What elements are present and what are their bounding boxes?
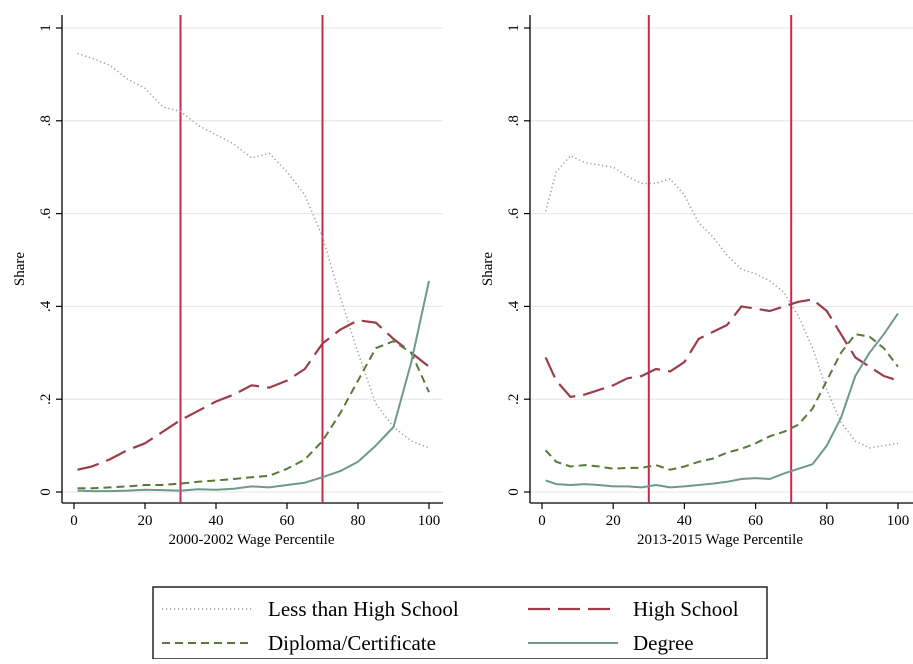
x-tick-label: 80	[351, 513, 366, 529]
right-panel: 0 .2 .4 .6 .8 1 0 20 40 60 80 100 2013-2015 Wage Per…	[480, 15, 913, 548]
y-tick-label: .2	[38, 394, 54, 405]
series-line-diploma-certificate	[77, 340, 430, 490]
series-line-high-school	[77, 319, 430, 471]
x-tick-label: 0	[70, 513, 78, 529]
x-tick-label: 60	[280, 513, 295, 529]
series-line-diploma-certificate	[544, 333, 899, 471]
x-tick-label: 40	[209, 513, 224, 529]
x-tick-label: 100	[418, 513, 441, 529]
y-tick-label: .6	[38, 207, 54, 219]
y-tick-label: .8	[506, 115, 522, 126]
y-tick-label: 1	[506, 24, 522, 32]
y-tick-label: 0	[38, 488, 54, 496]
x-tick-label: 40	[677, 513, 692, 529]
y-tick-label: .8	[38, 115, 54, 126]
legend-label-high-school: High School	[633, 597, 739, 621]
y-tick-label: 1	[38, 24, 54, 32]
series-line-degree	[545, 312, 899, 489]
series-line-degree	[77, 280, 430, 493]
legend-label-degree: Degree	[633, 631, 694, 655]
series-line-less-than-high-school	[77, 52, 430, 449]
y-axis-title: Share	[480, 252, 496, 286]
x-axis-title: 2013-2015 Wage Percentile	[637, 532, 803, 548]
series-line-high-school	[544, 298, 899, 398]
left-panel: 0 .2 .4 .6 .8 1 0 20 40 60 80 100 2000-2002 Wage Per…	[12, 15, 443, 548]
y-tick-label: .4	[506, 300, 522, 312]
y-tick-label: .4	[38, 300, 54, 312]
x-tick-label: 20	[138, 513, 153, 529]
x-tick-label: 80	[819, 513, 834, 529]
x-tick-label: 60	[748, 513, 763, 529]
y-tick-label: 0	[506, 488, 522, 496]
legend: Less than High School High School Diplom…	[152, 586, 768, 660]
x-tick-label: 100	[887, 513, 910, 529]
x-tick-label: 20	[606, 513, 621, 529]
legend-label-less-than-high-school: Less than High School	[268, 597, 459, 621]
legend-box	[152, 586, 768, 660]
x-axis-title: 2000-2002 Wage Percentile	[169, 532, 335, 548]
y-axis-title: Share	[12, 252, 28, 286]
y-tick-label: .2	[506, 394, 522, 405]
y-tick-label: .6	[506, 207, 522, 219]
legend-label-diploma-certificate: Diploma/Certificate	[268, 631, 436, 655]
x-tick-label: 0	[538, 513, 546, 529]
